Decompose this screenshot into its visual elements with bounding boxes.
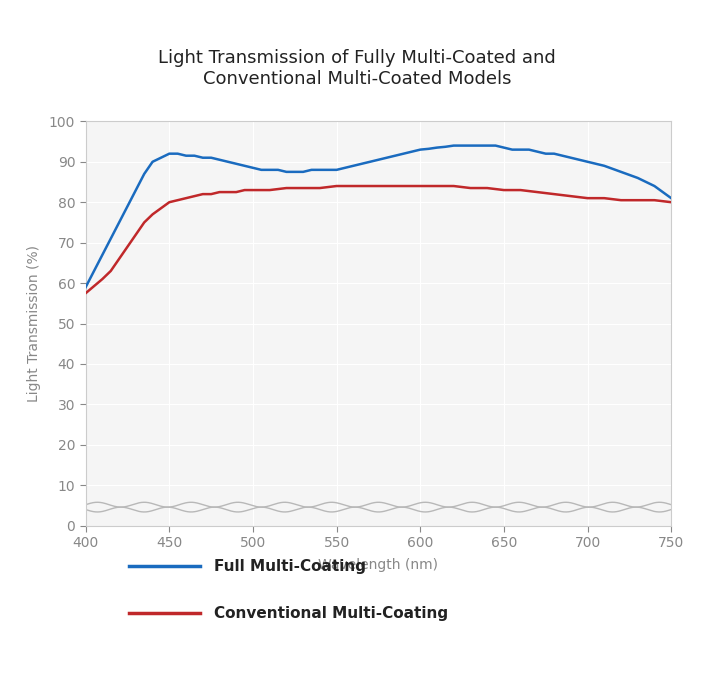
Text: Light Transmission of Fully Multi-Coated and
Conventional Multi-Coated Models: Light Transmission of Fully Multi-Coated… (158, 49, 556, 88)
Y-axis label: Light Transmission (%): Light Transmission (%) (26, 245, 41, 402)
X-axis label: Wavelength (nm): Wavelength (nm) (318, 559, 438, 572)
Text: Conventional Multi-Coating: Conventional Multi-Coating (214, 606, 448, 621)
Text: Full Multi-Coating: Full Multi-Coating (214, 559, 366, 574)
